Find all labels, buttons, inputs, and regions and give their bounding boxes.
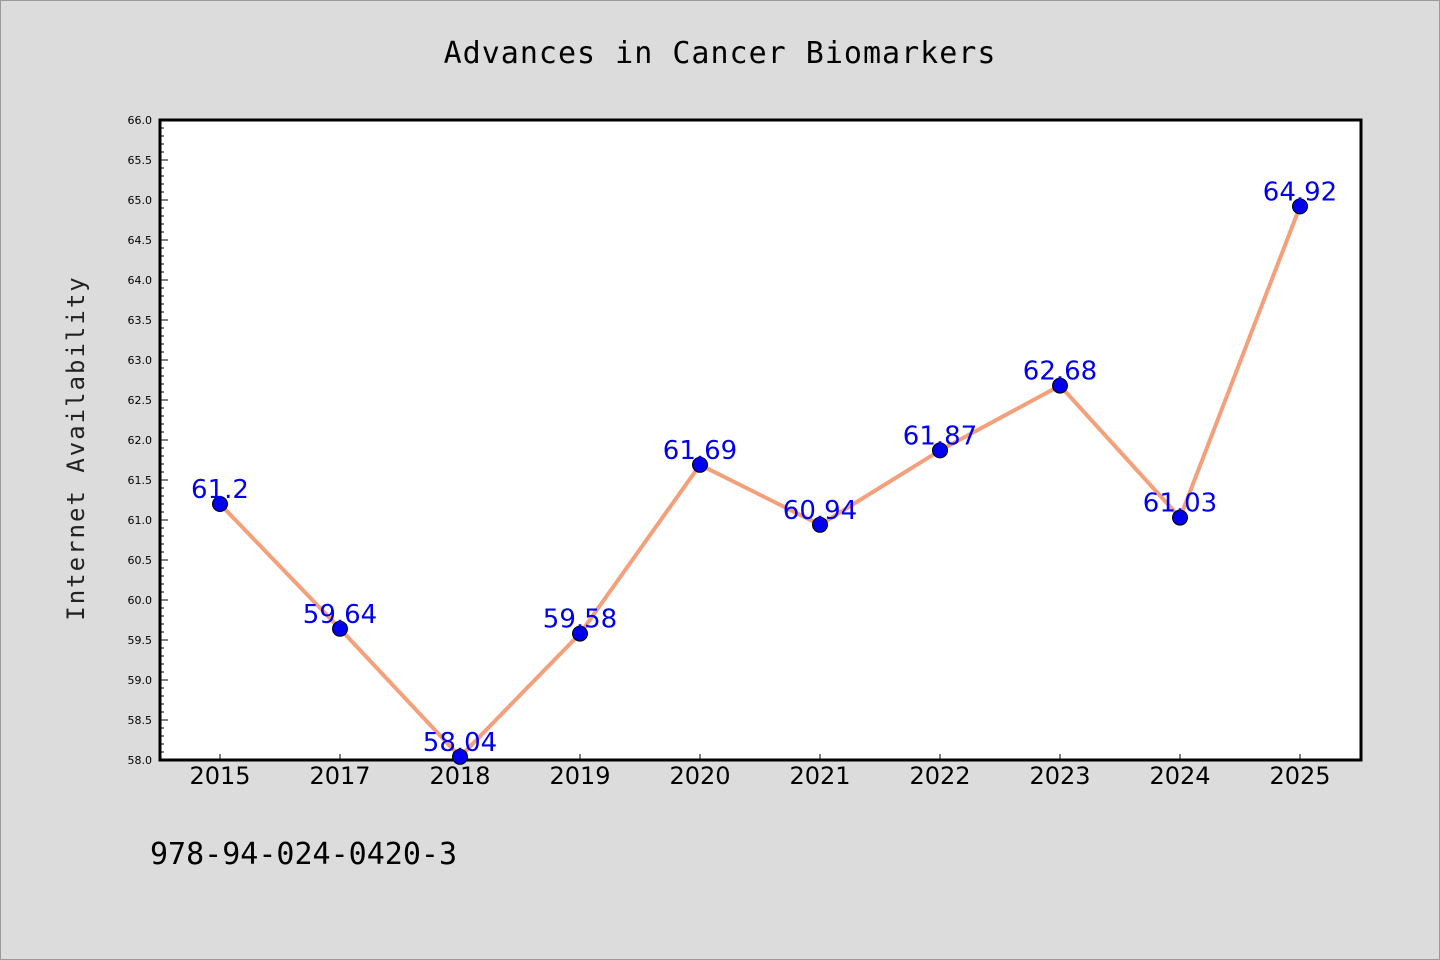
data-point-marker bbox=[932, 442, 948, 459]
data-label: 59.64 bbox=[303, 600, 377, 630]
plot-area bbox=[158, 118, 1363, 762]
x-tick-label: 2019 bbox=[549, 762, 610, 790]
y-tick-label: 61.0 bbox=[128, 514, 153, 527]
data-label: 61.03 bbox=[1143, 489, 1217, 519]
x-tick-label: 2023 bbox=[1029, 762, 1090, 790]
y-tick-label: 58.5 bbox=[128, 714, 153, 727]
x-tick-label: 2021 bbox=[789, 762, 850, 790]
y-tick-label: 64.5 bbox=[128, 234, 153, 247]
y-tick-label: 61.5 bbox=[128, 474, 153, 487]
y-tick-label: 62.5 bbox=[128, 394, 153, 407]
data-point-marker bbox=[332, 620, 348, 637]
data-point-marker bbox=[452, 748, 468, 765]
y-tick-label: 63.0 bbox=[128, 354, 153, 367]
data-point-marker bbox=[1292, 198, 1308, 215]
y-tick-label: 65.5 bbox=[128, 154, 153, 167]
y-tick-label: 59.0 bbox=[128, 674, 153, 687]
data-label: 59.58 bbox=[543, 605, 617, 635]
y-tick-label: 60.0 bbox=[128, 594, 153, 607]
data-label: 61.69 bbox=[663, 436, 737, 466]
x-tick-label: 2025 bbox=[1269, 762, 1330, 790]
y-tick-label: 60.5 bbox=[128, 554, 153, 567]
markers-group bbox=[212, 198, 1308, 765]
y-tick-label: 65.0 bbox=[128, 194, 153, 207]
series-line-group bbox=[218, 204, 1302, 759]
y-axis-label: Internet Availability bbox=[62, 275, 90, 620]
data-label: 61.87 bbox=[903, 421, 977, 451]
data-point-marker bbox=[692, 456, 708, 473]
x-tick-label: 2024 bbox=[1149, 762, 1210, 790]
y-axis: 58.0 58.5 59.0 59.5 60.0 60.5 61.0 61.5 62.0 62.5… bbox=[128, 114, 168, 767]
data-label: 61.2 bbox=[191, 475, 249, 505]
x-tick-label: 2022 bbox=[909, 762, 970, 790]
y-tick-label: 66.0 bbox=[128, 114, 153, 127]
x-tick-label: 2020 bbox=[669, 762, 730, 790]
x-tick-label: 2017 bbox=[309, 762, 370, 790]
chart-title: Advances in Cancer Biomarkers bbox=[444, 36, 997, 71]
y-tick-label: 59.5 bbox=[128, 634, 153, 647]
data-point-marker bbox=[812, 516, 828, 533]
x-tick-label: 2015 bbox=[189, 762, 250, 790]
isbn-footer: 978-94-024-0420-3 bbox=[150, 837, 457, 872]
data-point-marker bbox=[1172, 509, 1188, 526]
data-labels-group: 61.2 59.64 58.04 59.58 61.69 60.94 61.87 62.68 6… bbox=[191, 177, 1337, 757]
series-line bbox=[218, 204, 1302, 759]
y-tick-label: 64.0 bbox=[128, 274, 153, 287]
data-label: 62.68 bbox=[1023, 357, 1097, 387]
x-tick-label: 2018 bbox=[429, 762, 490, 790]
y-tick-label: 58.0 bbox=[128, 754, 153, 767]
y-tick-label: 63.5 bbox=[128, 314, 153, 327]
data-label: 64.92 bbox=[1263, 177, 1337, 207]
data-label: 58.04 bbox=[423, 728, 497, 758]
x-axis: 2015 2017 2018 2019 2020 2021 2022 2023 2024 2025 bbox=[189, 754, 1331, 790]
data-label: 60.94 bbox=[783, 496, 857, 526]
data-point-marker bbox=[212, 496, 228, 512]
data-point-marker bbox=[1052, 377, 1068, 394]
data-point-marker bbox=[572, 625, 588, 642]
y-tick-label: 62.0 bbox=[128, 434, 153, 447]
